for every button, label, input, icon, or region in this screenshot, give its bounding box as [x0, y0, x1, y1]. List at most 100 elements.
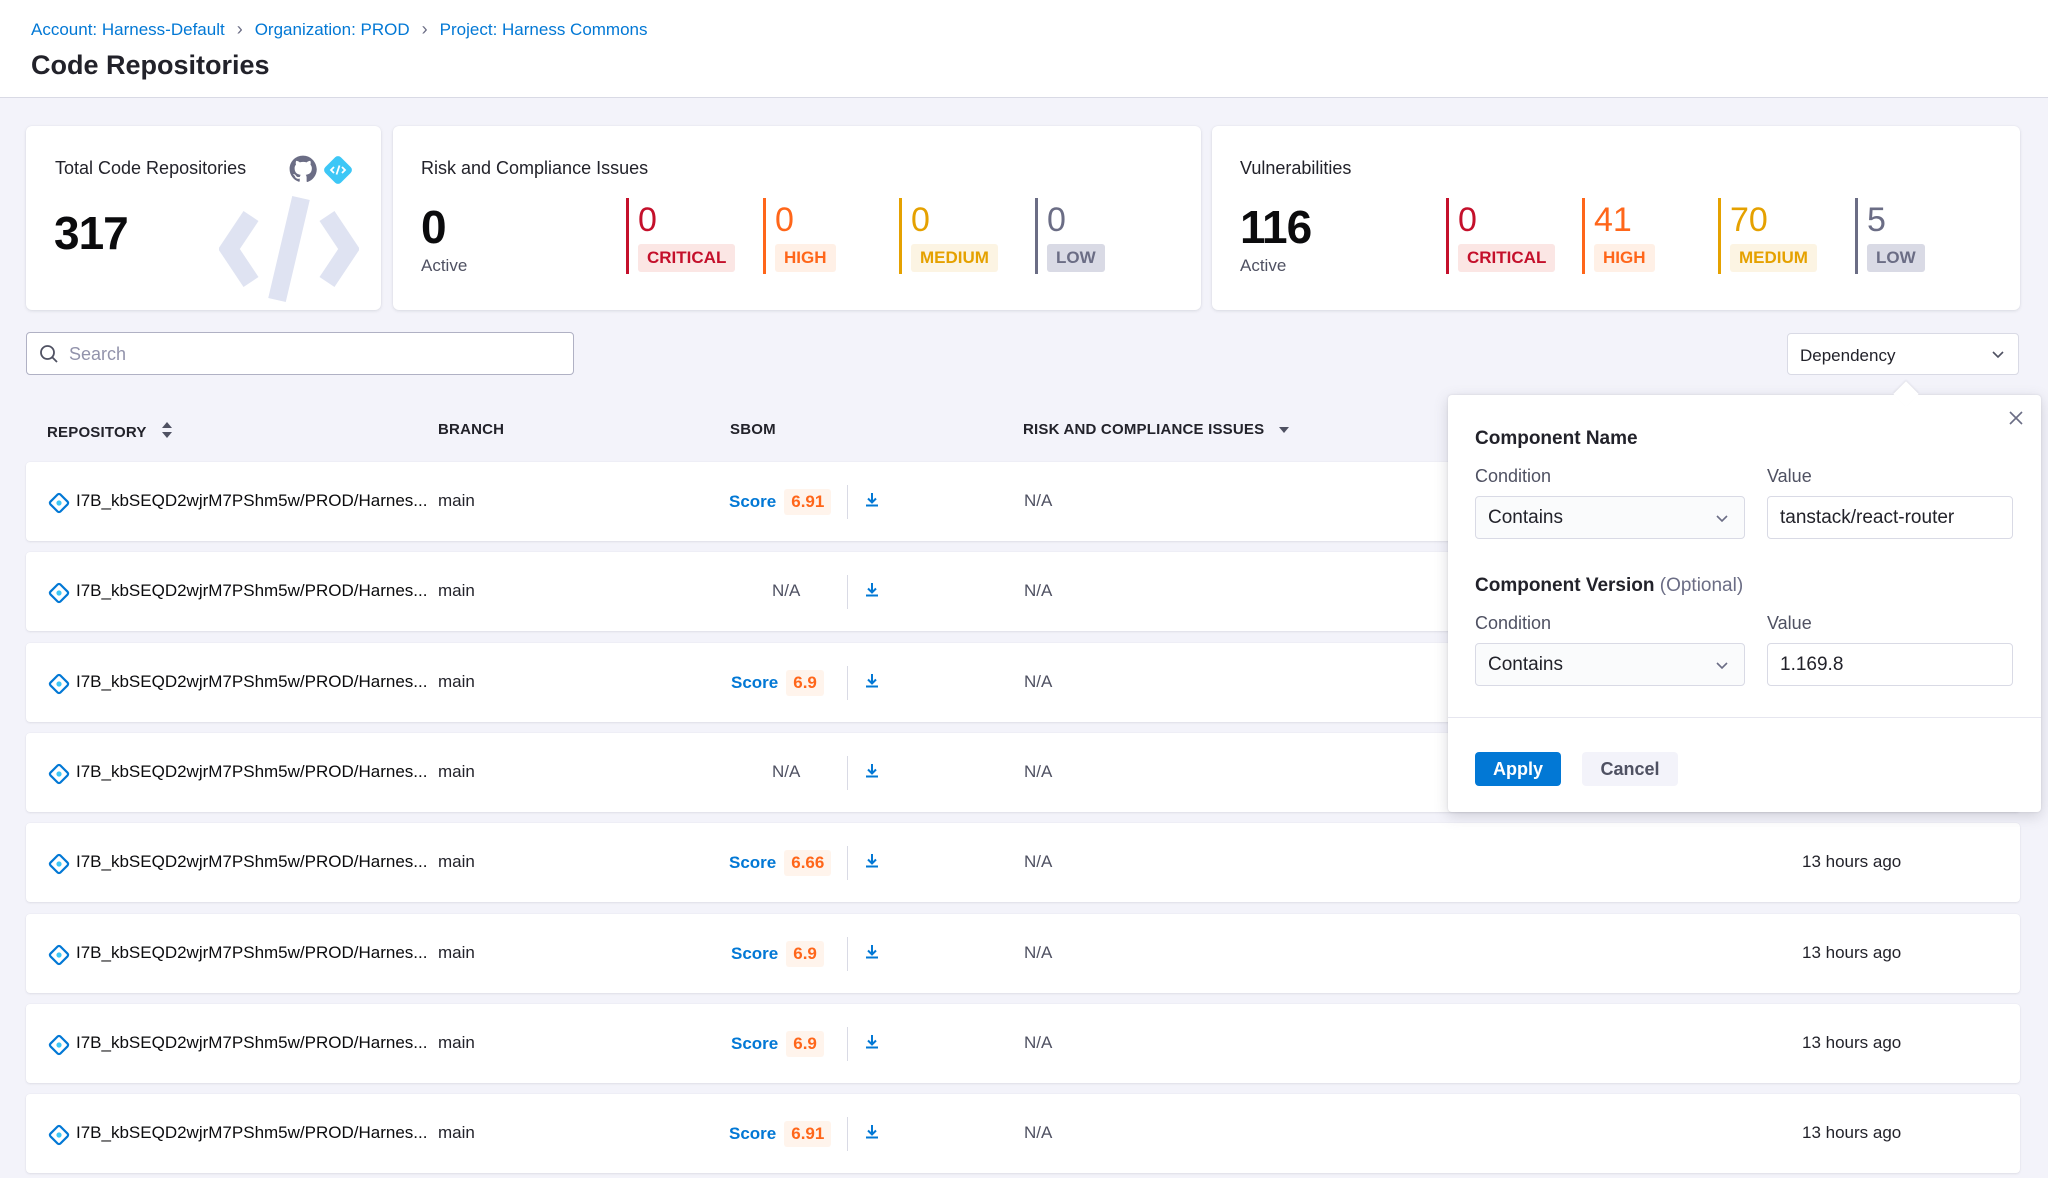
score-value: 6.66	[784, 850, 832, 876]
repository-icon	[48, 763, 70, 790]
table-row[interactable]: I7B_kbSEQD2wjrM7PShm5w/PROD/Harnes... ma…	[26, 1094, 2020, 1173]
column-header-risk[interactable]: RISK AND COMPLIANCE ISSUES	[1023, 421, 1290, 438]
table-row[interactable]: I7B_kbSEQD2wjrM7PShm5w/PROD/Harnes... ma…	[26, 914, 2020, 993]
score-value: 6.91	[784, 1121, 832, 1147]
page-title: Code Repositories	[31, 50, 270, 80]
component-version-value-input[interactable]: 1.169.8	[1767, 643, 2013, 686]
code-watermark-icon	[218, 194, 360, 309]
low-count: 0	[1047, 201, 1066, 239]
download-icon[interactable]	[863, 852, 881, 875]
column-header-label: SBOM	[730, 421, 776, 438]
download-icon[interactable]	[863, 491, 881, 514]
breadcrumb-project[interactable]: Project: Harness Commons	[439, 19, 648, 39]
last-scanned-time: 13 hours ago	[1802, 943, 1902, 962]
apply-button[interactable]: Apply	[1475, 752, 1561, 786]
value-label: Value	[1767, 613, 1812, 633]
download-icon[interactable]	[863, 762, 881, 785]
sort-icon[interactable]	[161, 421, 173, 443]
chevron-down-icon	[1990, 346, 2006, 367]
component-version-heading: Component Version (Optional)	[1475, 575, 1743, 597]
sbom-na: N/A	[772, 581, 801, 600]
severity-high[interactable]: 41 HIGH	[1582, 198, 1655, 274]
download-icon[interactable]	[863, 1123, 881, 1146]
filter-type-value: Dependency	[1800, 346, 1896, 365]
score-value: 6.9	[786, 941, 824, 967]
branch-name: main	[438, 581, 475, 600]
critical-count: 0	[638, 201, 657, 239]
divider	[847, 937, 848, 971]
sbom-na: N/A	[772, 762, 801, 781]
component-version-condition-select[interactable]: Contains	[1475, 643, 1745, 686]
risk-compliance-value: N/A	[1024, 581, 1053, 600]
severity-medium[interactable]: 0 MEDIUM	[899, 198, 998, 274]
download-icon[interactable]	[863, 1033, 881, 1056]
divider	[847, 1027, 848, 1061]
risk-compliance-card: Risk and Compliance Issues 0 Active 0 CR…	[393, 126, 1201, 310]
breadcrumb: Account: Harness-Default › Organization:…	[31, 19, 648, 40]
repository-name[interactable]: I7B_kbSEQD2wjrM7PShm5w/PROD/Harnes...	[76, 581, 428, 600]
score-value: 6.9	[786, 670, 824, 696]
branch-name: main	[438, 852, 475, 871]
repository-icon	[48, 944, 70, 971]
condition-value: Contains	[1488, 507, 1563, 528]
last-scanned-time: 13 hours ago	[1802, 1123, 1902, 1142]
branch-name: main	[438, 762, 475, 781]
severity-low[interactable]: 0 LOW	[1035, 198, 1105, 274]
repository-name[interactable]: I7B_kbSEQD2wjrM7PShm5w/PROD/Harnes...	[76, 491, 428, 510]
search-box	[26, 332, 574, 375]
sbom-score[interactable]: Score 6.91	[729, 489, 832, 515]
breadcrumb-organization[interactable]: Organization: PROD	[254, 19, 410, 39]
severity-low[interactable]: 5 LOW	[1855, 198, 1925, 274]
risk-compliance-value: N/A	[1024, 491, 1053, 510]
divider	[847, 1117, 848, 1151]
sort-desc-icon[interactable]	[1278, 421, 1290, 438]
download-icon[interactable]	[863, 943, 881, 966]
sbom-score[interactable]: Score 6.9	[731, 670, 824, 696]
repository-name[interactable]: I7B_kbSEQD2wjrM7PShm5w/PROD/Harnes...	[76, 1033, 428, 1052]
risk-active-count: 0	[421, 201, 447, 253]
divider	[847, 666, 848, 700]
severity-high[interactable]: 0 HIGH	[763, 198, 836, 274]
sbom-score[interactable]: Score 6.9	[731, 941, 824, 967]
sbom-score[interactable]: Score 6.91	[729, 1121, 832, 1147]
component-name-value-input[interactable]: tanstack/react-router	[1767, 496, 2013, 539]
close-icon[interactable]	[2007, 409, 2025, 432]
table-row[interactable]: I7B_kbSEQD2wjrM7PShm5w/PROD/Harnes... ma…	[26, 823, 2020, 902]
filter-type-select[interactable]: Dependency	[1787, 333, 2019, 375]
repository-name[interactable]: I7B_kbSEQD2wjrM7PShm5w/PROD/Harnes...	[76, 943, 428, 962]
active-label: Active	[1240, 256, 1287, 275]
download-icon[interactable]	[863, 672, 881, 695]
column-header-branch: BRANCH	[438, 421, 504, 438]
repository-name[interactable]: I7B_kbSEQD2wjrM7PShm5w/PROD/Harnes...	[76, 762, 428, 781]
active-label: Active	[421, 256, 468, 275]
branch-name: main	[438, 1123, 475, 1142]
repository-name[interactable]: I7B_kbSEQD2wjrM7PShm5w/PROD/Harnes...	[76, 1123, 428, 1142]
repository-icon	[48, 492, 70, 519]
vuln-active-count: 116	[1240, 201, 1312, 253]
download-icon[interactable]	[863, 581, 881, 604]
search-input[interactable]	[69, 341, 559, 367]
severity-medium[interactable]: 70 MEDIUM	[1718, 198, 1817, 274]
table-row[interactable]: I7B_kbSEQD2wjrM7PShm5w/PROD/Harnes... ma…	[26, 1004, 2020, 1083]
column-header-repository[interactable]: REPOSITORY	[47, 421, 173, 443]
severity-critical[interactable]: 0 CRITICAL	[1446, 198, 1556, 274]
chevron-right-icon: ›	[421, 19, 428, 39]
condition-label: Condition	[1475, 613, 1552, 633]
severity-critical[interactable]: 0 CRITICAL	[626, 198, 736, 274]
risk-compliance-value: N/A	[1024, 672, 1053, 691]
breadcrumb-account[interactable]: Account: Harness-Default	[31, 19, 225, 39]
medium-count: 70	[1730, 201, 1768, 239]
page-header: Account: Harness-Default › Organization:…	[0, 0, 2048, 98]
sbom-score[interactable]: Score 6.66	[729, 850, 832, 876]
component-name-heading: Component Name	[1475, 428, 1638, 449]
divider	[1448, 717, 2041, 718]
repository-name[interactable]: I7B_kbSEQD2wjrM7PShm5w/PROD/Harnes...	[76, 852, 428, 871]
sbom-score[interactable]: Score 6.9	[731, 1031, 824, 1057]
repository-icon	[48, 1124, 70, 1151]
medium-badge: MEDIUM	[911, 244, 998, 272]
component-name-condition-select[interactable]: Contains	[1475, 496, 1745, 539]
cancel-button[interactable]: Cancel	[1582, 752, 1678, 786]
low-badge: LOW	[1047, 244, 1105, 272]
chevron-right-icon: ›	[236, 19, 243, 39]
repository-name[interactable]: I7B_kbSEQD2wjrM7PShm5w/PROD/Harnes...	[76, 672, 428, 691]
